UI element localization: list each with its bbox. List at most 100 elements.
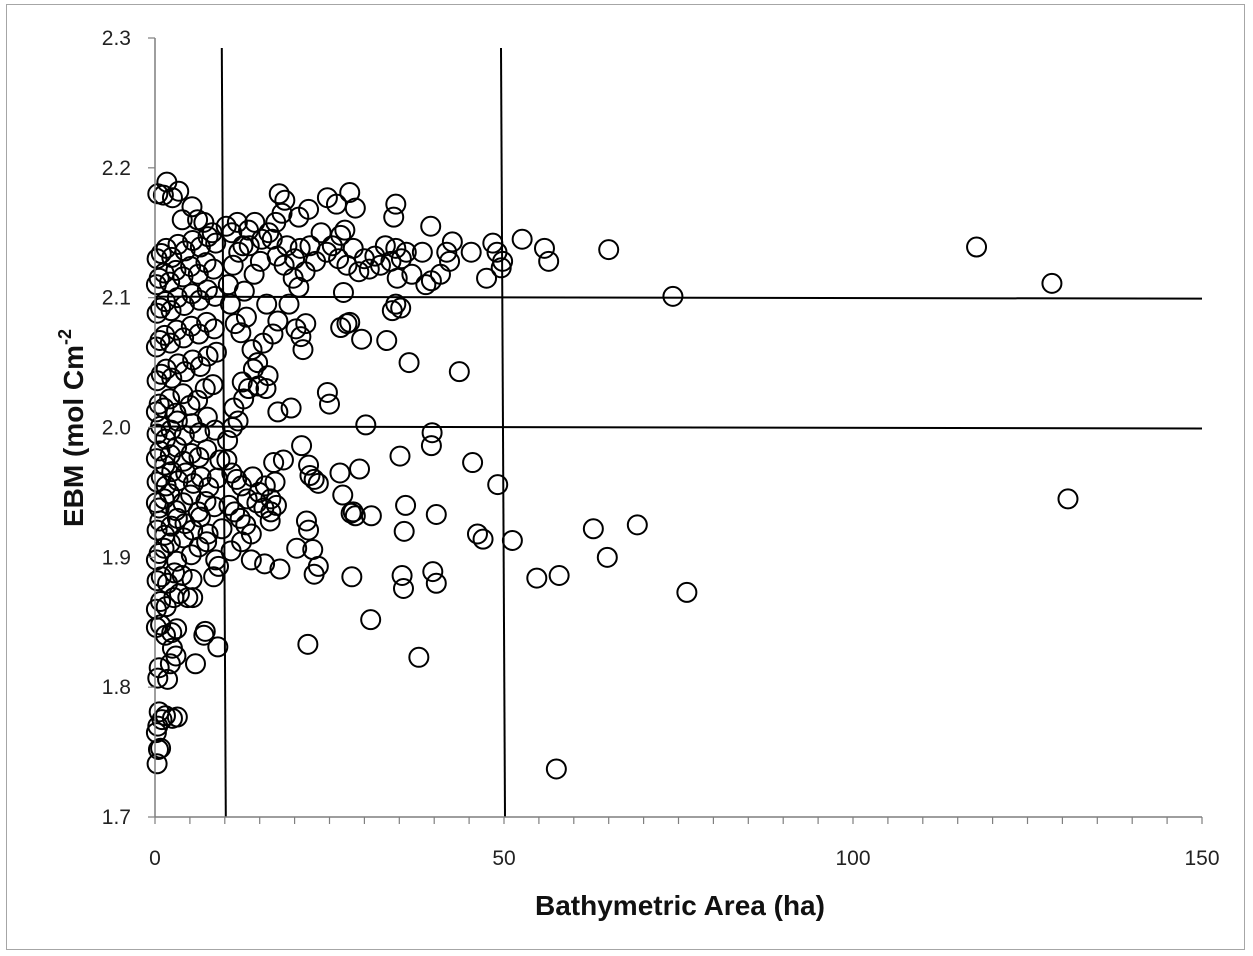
data-point <box>329 462 351 484</box>
data-point <box>188 323 210 345</box>
data-point <box>182 230 204 252</box>
data-point <box>236 488 258 510</box>
data-point <box>460 241 482 263</box>
data-point <box>159 444 181 466</box>
data-point <box>209 449 231 471</box>
data-point <box>339 182 361 204</box>
data-point <box>297 633 319 655</box>
data-point <box>351 328 373 350</box>
horizontal-reference-line <box>154 295 1203 300</box>
data-point <box>420 215 442 237</box>
data-point <box>334 219 356 241</box>
data-point <box>626 514 648 536</box>
y-axis-ticks: 1.7 1.8 1.9 2.0 2.1 2.2 2.3 <box>102 27 155 829</box>
data-point <box>224 501 246 523</box>
data-point <box>344 197 366 219</box>
data-point <box>386 267 408 289</box>
data-point <box>194 620 216 642</box>
data-point <box>476 267 498 289</box>
data-point <box>161 367 183 389</box>
data-point <box>174 240 196 262</box>
data-point <box>360 505 382 527</box>
data-point <box>166 618 188 640</box>
data-point <box>196 406 218 428</box>
data-point <box>385 293 407 315</box>
data-point <box>255 378 277 400</box>
data-point <box>175 462 197 484</box>
y-tick-label: 2.2 <box>102 157 131 180</box>
data-point <box>226 468 248 490</box>
data-point <box>196 531 218 553</box>
data-point <box>256 293 278 315</box>
data-point <box>215 215 237 237</box>
data-point <box>422 561 444 583</box>
data-point <box>150 363 172 385</box>
data-point <box>1041 272 1063 294</box>
data-point <box>219 293 241 315</box>
data-point <box>251 228 273 250</box>
data-point <box>391 565 413 587</box>
data-point <box>385 237 407 259</box>
data-point <box>150 590 172 612</box>
data-point <box>146 753 168 775</box>
data-point <box>147 738 169 760</box>
data-point <box>148 393 170 415</box>
data-point <box>166 706 188 728</box>
y-tick-label: 2.1 <box>102 287 131 310</box>
data-point <box>385 193 407 215</box>
data-point <box>436 241 458 263</box>
data-point <box>161 246 183 268</box>
data-point <box>149 330 171 352</box>
data-point <box>172 383 194 405</box>
data-point <box>272 449 294 471</box>
data-point <box>425 572 447 594</box>
data-point <box>376 330 398 352</box>
data-point <box>173 294 195 316</box>
data-point <box>180 315 202 337</box>
reference-lines <box>154 47 1203 818</box>
data-point <box>149 440 171 462</box>
data-point <box>148 542 170 564</box>
y-axis-title-main: EBM (mol Cm <box>58 345 89 527</box>
data-point <box>232 235 254 257</box>
data-point <box>189 236 211 258</box>
data-point <box>538 250 560 272</box>
data-point <box>161 187 183 209</box>
data-point <box>226 211 248 233</box>
data-point <box>159 388 181 410</box>
data-point <box>276 235 298 257</box>
data-point <box>344 505 366 527</box>
data-point <box>462 452 484 474</box>
data-point <box>217 429 239 451</box>
x-tick-label: 0 <box>149 847 161 870</box>
data-point <box>166 550 188 572</box>
data-point <box>147 667 169 689</box>
data-point <box>298 198 320 220</box>
data-point <box>168 180 190 202</box>
data-point <box>203 496 225 518</box>
x-tick-label: 150 <box>1184 847 1219 870</box>
data-point <box>526 567 548 589</box>
data-point <box>395 241 417 263</box>
data-point <box>290 326 312 348</box>
data-point <box>596 546 618 568</box>
data-point <box>254 553 276 575</box>
data-point <box>150 297 172 319</box>
data-point <box>151 709 173 731</box>
data-point <box>159 332 181 354</box>
data-point <box>181 568 203 590</box>
data-point <box>188 446 210 468</box>
data-point <box>160 300 182 322</box>
data-point <box>332 281 354 303</box>
y-axis-title: EBM (mol Cm-2 <box>55 329 89 527</box>
data-point <box>182 587 204 609</box>
data-point <box>195 252 217 274</box>
data-point <box>487 474 509 496</box>
data-point <box>310 222 332 244</box>
data-point <box>411 241 433 263</box>
horizontal-reference-line <box>154 425 1203 430</box>
data-point <box>173 424 195 446</box>
data-point <box>303 468 325 490</box>
data-point <box>216 449 238 471</box>
